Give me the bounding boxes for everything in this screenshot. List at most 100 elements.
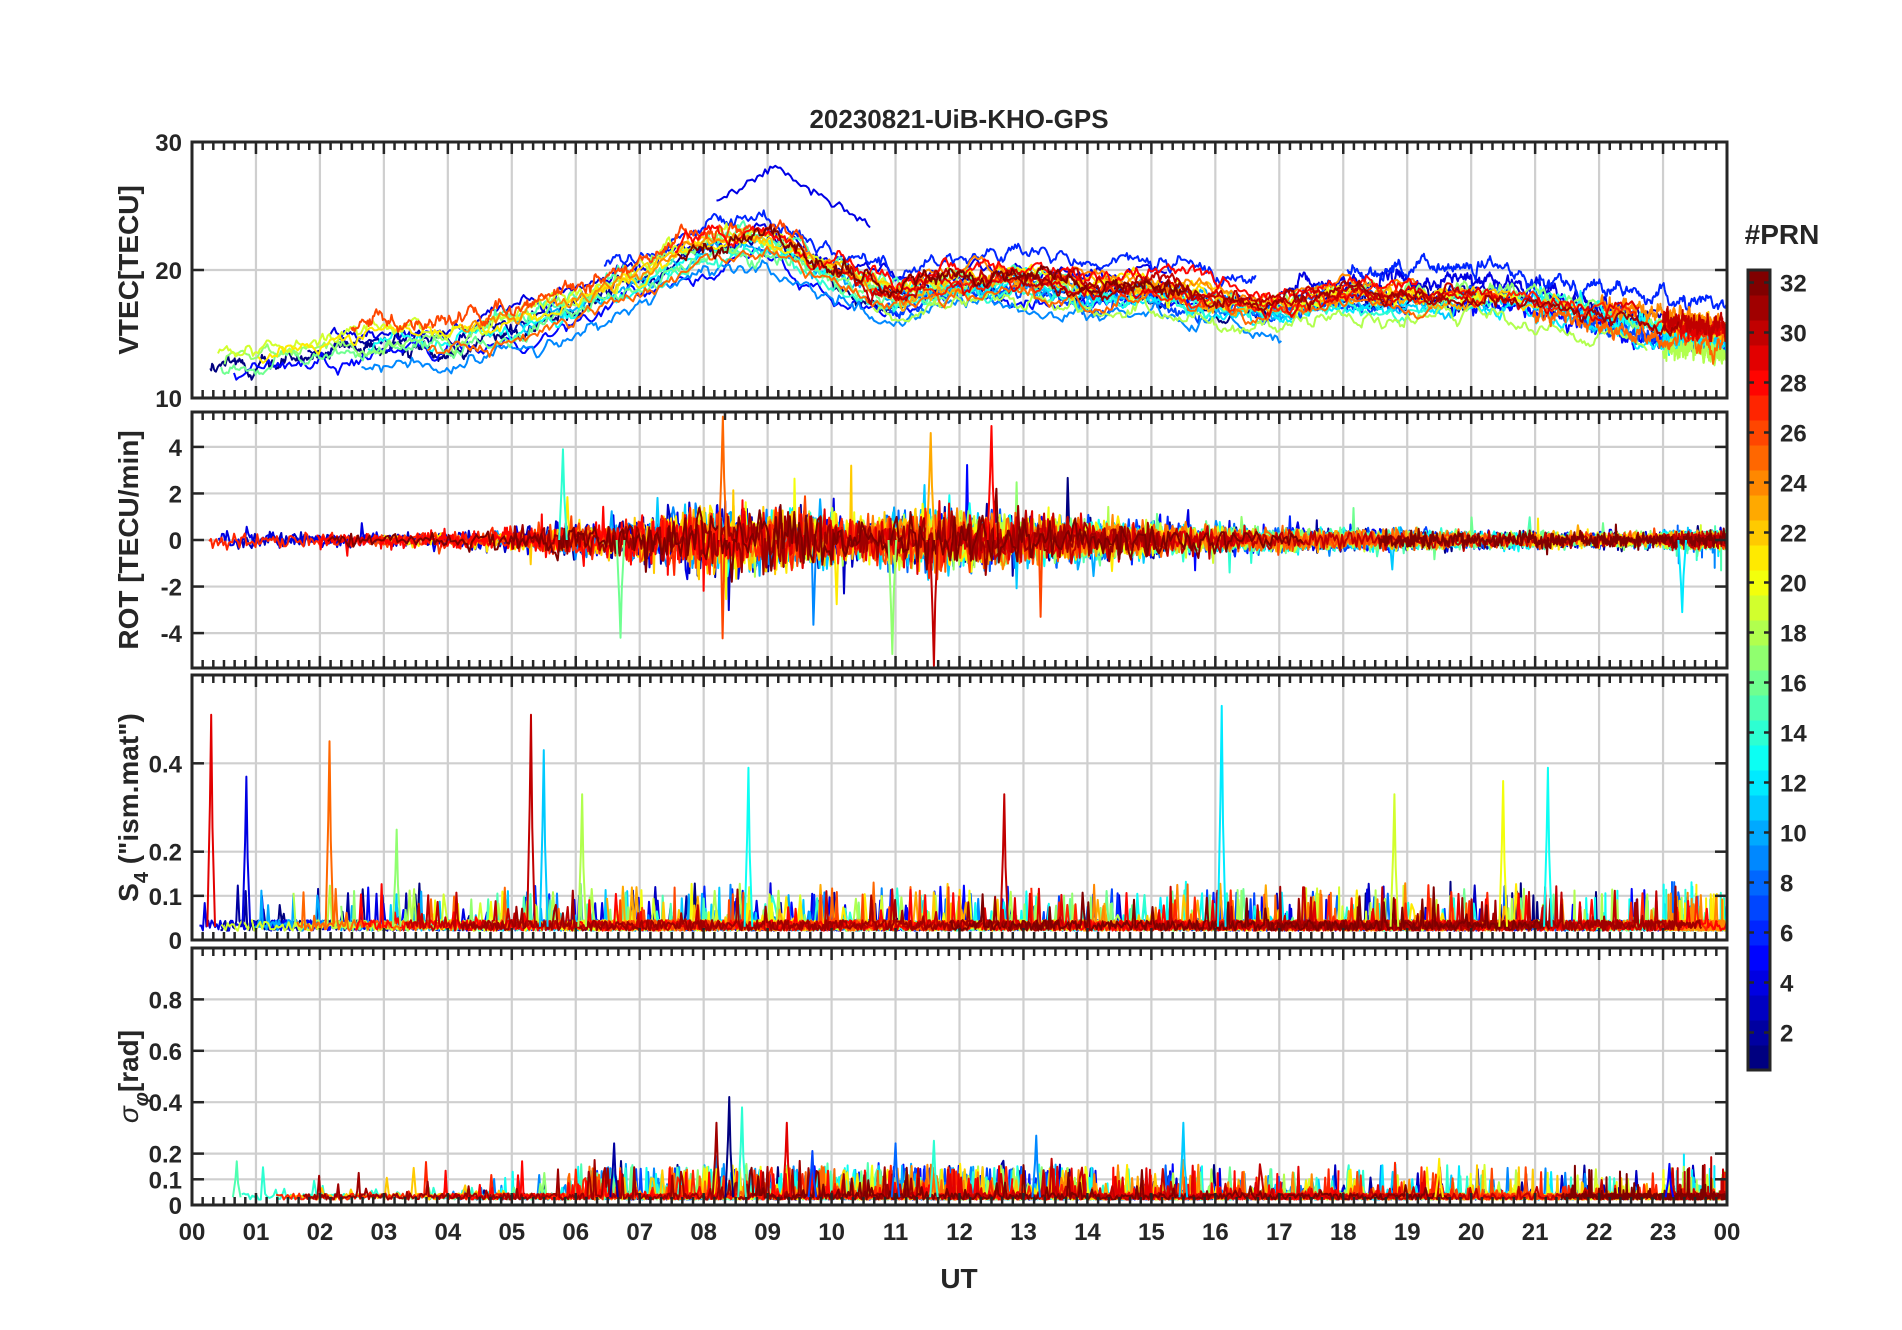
prn-32-line	[948, 886, 1551, 932]
prn-25-line	[426, 245, 1433, 358]
s4-grid	[192, 675, 1727, 940]
prn-26-line	[350, 219, 808, 333]
vtec-series	[209, 164, 1727, 381]
x-tick-label: 07	[626, 1219, 653, 1246]
prn-32-line	[676, 223, 1186, 299]
colorbar-segment	[1748, 770, 1770, 796]
x-tick-label: 03	[371, 1219, 398, 1246]
sigma_phi-spike	[807, 1150, 818, 1198]
sigma_phi-spike	[1664, 1162, 1675, 1198]
colorbar-tick-label: 26	[1780, 421, 1807, 448]
x-axis-label: UT	[940, 1263, 977, 1294]
prn-18-line	[872, 291, 1648, 352]
rot-y-tick-label: 0	[169, 528, 182, 555]
s4-spike	[538, 749, 549, 927]
x-tick-label: 17	[1266, 1219, 1293, 1246]
prn-32-line	[1377, 523, 1727, 556]
colorbar-segment	[1748, 995, 1770, 1021]
sigma_phi-y-tick-label: 0.2	[149, 1142, 182, 1169]
s4-y-tick-label: 0.4	[149, 751, 183, 778]
chart-title: 20230821-UiB-KHO-GPS	[809, 104, 1108, 134]
x-tick-label: 00	[179, 1219, 206, 1246]
x-tick-label: 04	[434, 1219, 461, 1246]
s4-panel: 0 0.1 0.2 0.4S4 ("ism.mat")	[113, 673, 1729, 955]
colorbar-segment	[1748, 495, 1770, 521]
colorbar-tick-label: 22	[1780, 521, 1807, 548]
vtec-y-tick-label: 30	[155, 130, 182, 157]
colorbar-tick-label: 24	[1780, 471, 1807, 498]
x-tick-label: 13	[1010, 1219, 1037, 1246]
colorbar-tick-label: 18	[1780, 621, 1807, 648]
vtec-y-tick-label: 10	[155, 386, 182, 413]
prn-27-line	[829, 268, 1727, 343]
x-tick-label: 19	[1394, 1219, 1421, 1246]
x-axis-tick-labels: 00 01 02 03 04 05 06 07 08 09 10 11 12 13 14 15 16 17 18 19…	[179, 1219, 1741, 1246]
colorbar-segment	[1748, 570, 1770, 596]
sigma_phi-spike	[1031, 1134, 1042, 1198]
prn-25-line	[1531, 307, 1727, 365]
sigma_phi-spike	[781, 1121, 792, 1198]
colorbar-segment	[1748, 345, 1770, 371]
colorbar-tick-label: 6	[1780, 921, 1793, 948]
rot-series	[208, 415, 1727, 667]
prn-31-line	[1003, 274, 1680, 337]
sigma_phi-spike	[929, 1139, 939, 1198]
rot-panel: -4 -2 0 2 4 ROT [TECU/min]	[113, 410, 1729, 670]
prn-31-line	[1265, 885, 1703, 932]
prn-32-line	[327, 487, 1304, 583]
colorbar-segment	[1748, 795, 1770, 821]
sigma_phi-y-axis-label: σφ[rad]	[113, 1030, 153, 1123]
x-tick-label: 22	[1586, 1219, 1613, 1246]
colorbar-segment	[1748, 745, 1770, 771]
x-tick-label: 21	[1522, 1219, 1549, 1246]
colorbar-tick-label: 2	[1780, 1021, 1793, 1048]
colorbar-segment	[1748, 695, 1770, 721]
colorbar-segment	[1748, 320, 1770, 346]
sigma-phi-panel: 00.10.2 0.4 0.6 0.8 σφ[rad]	[113, 946, 1729, 1220]
sigma_phi-spike	[231, 1160, 242, 1198]
colorbar-segment	[1748, 1020, 1770, 1046]
colorbar-segment	[1748, 845, 1770, 871]
colorbar-segment	[1748, 270, 1770, 296]
vtec-peak-line	[716, 164, 871, 229]
colorbar-segment	[1748, 670, 1770, 696]
sigma_phi-series	[231, 1096, 1727, 1201]
rot-y-tick-label: 2	[169, 481, 182, 508]
x-tick-label: 15	[1138, 1219, 1165, 1246]
rot-y-tick-label: -2	[161, 575, 182, 602]
colorbar-segment	[1748, 1045, 1770, 1071]
sigma_phi-spike	[609, 1142, 619, 1198]
colorbar-segment	[1748, 895, 1770, 921]
x-tick-label: 08	[690, 1219, 717, 1246]
s4-spike	[999, 793, 1010, 927]
rot-y-tick-label: 4	[169, 435, 183, 462]
colorbar-segment	[1748, 595, 1770, 621]
colorbar-tick-label: 16	[1780, 671, 1807, 698]
rot-spike	[929, 539, 939, 667]
rot-x-ticks	[190, 412, 1729, 668]
sigma_phi-spike	[890, 1142, 901, 1198]
x-tick-label: 11	[883, 1219, 908, 1246]
colorbar-segment	[1748, 970, 1770, 996]
sigma_phi-y-tick-label: 0	[169, 1193, 182, 1220]
s4-spike	[1543, 766, 1553, 927]
x-tick-label: 00	[1714, 1219, 1741, 1246]
s4-spike	[206, 713, 217, 927]
prn-32-line	[1560, 1164, 1727, 1201]
x-tick-label: 20	[1458, 1219, 1485, 1246]
prn-9-line	[361, 259, 1282, 375]
colorbar-segment	[1748, 820, 1770, 846]
colorbar-tick-label: 10	[1780, 821, 1807, 848]
s4-spike	[1216, 704, 1227, 927]
vtec-x-ticks	[190, 142, 1729, 398]
colorbar-segment	[1748, 520, 1770, 546]
colorbar-segment	[1748, 720, 1770, 746]
s4-spike	[743, 766, 754, 927]
s4-y-tick-label: 0.1	[149, 884, 182, 911]
rot-spike	[615, 539, 626, 639]
sigma_phi-spike	[1434, 1157, 1445, 1198]
sigma_phi-spike	[724, 1096, 735, 1198]
rot-spike	[925, 431, 936, 541]
